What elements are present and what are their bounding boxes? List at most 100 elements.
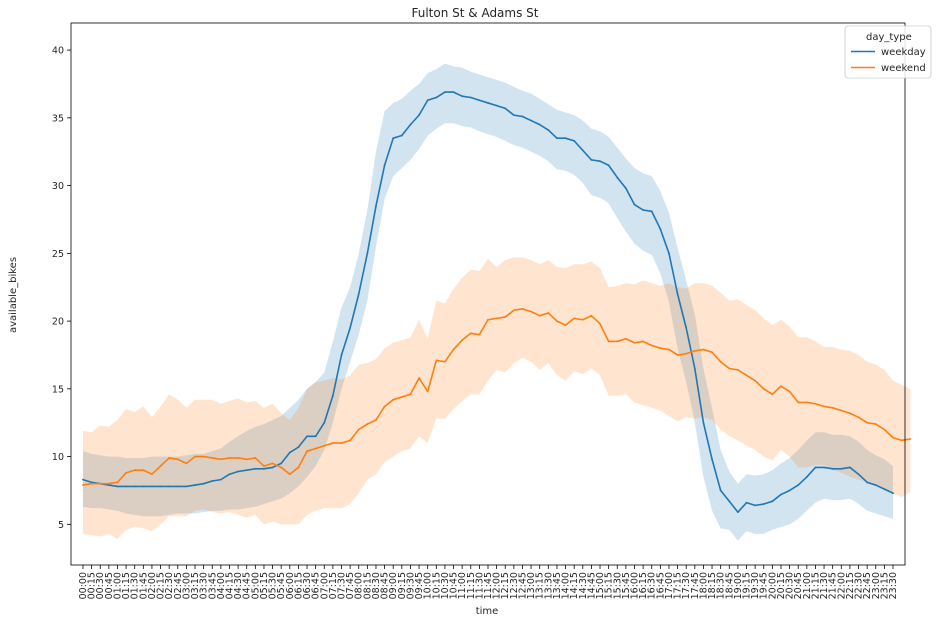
data-point-weekday bbox=[383, 164, 386, 167]
x-tick-label: 11:15 bbox=[466, 572, 477, 599]
data-point-weekday bbox=[521, 115, 524, 118]
data-point-weekday bbox=[668, 252, 670, 255]
x-tick-label: 10:00 bbox=[423, 572, 434, 599]
data-point-weekend bbox=[607, 340, 610, 343]
data-point-weekday bbox=[469, 96, 472, 99]
data-point-weekday bbox=[349, 326, 352, 329]
x-tick-label: 14:00 bbox=[561, 572, 572, 599]
data-point-weekend bbox=[400, 396, 403, 398]
x-tick-label: 12:45 bbox=[517, 572, 528, 599]
data-point-weekday bbox=[780, 493, 782, 496]
data-point-weekday bbox=[590, 158, 593, 161]
data-point-weekday bbox=[728, 500, 731, 503]
data-point-weekday bbox=[650, 210, 653, 213]
data-point-weekend bbox=[314, 447, 317, 450]
data-point-weekday bbox=[642, 209, 645, 211]
data-point-weekend bbox=[702, 348, 705, 351]
data-point-weekend bbox=[556, 320, 558, 322]
data-point-weekday bbox=[151, 485, 153, 488]
data-point-weekend bbox=[633, 341, 636, 344]
x-tick-label: 06:15 bbox=[293, 572, 304, 599]
x-tick-label: 04:30 bbox=[233, 572, 244, 599]
x-tick-label: 04:15 bbox=[224, 572, 235, 599]
data-point-weekend bbox=[711, 351, 713, 354]
x-tick-label: 01:00 bbox=[112, 572, 123, 599]
data-point-weekday bbox=[271, 466, 274, 469]
data-point-weekday bbox=[202, 482, 205, 485]
y-axis: 5 10 15 20 25 30 35 40 bbox=[52, 46, 71, 531]
data-point-weekday bbox=[409, 123, 412, 126]
x-tick-label: 21:15 bbox=[810, 572, 821, 599]
x-tick-label: 11:45 bbox=[483, 572, 494, 599]
data-point-weekday bbox=[771, 500, 774, 503]
x-tick-label: 12:30 bbox=[509, 572, 520, 599]
data-point-weekend bbox=[176, 458, 179, 461]
data-point-weekend bbox=[650, 344, 653, 347]
data-point-weekday bbox=[883, 488, 886, 491]
data-point-weekend bbox=[375, 419, 377, 421]
data-point-weekday bbox=[530, 119, 532, 122]
data-point-weekend bbox=[874, 423, 877, 425]
data-point-weekend bbox=[168, 457, 171, 459]
data-point-weekend bbox=[728, 367, 731, 370]
data-point-weekend bbox=[762, 387, 765, 390]
data-point-weekend bbox=[357, 428, 360, 431]
x-tick-label: 09:45 bbox=[414, 572, 425, 599]
data-point-weekend bbox=[219, 458, 222, 461]
x-tick-label: 18:15 bbox=[707, 572, 718, 599]
x-tick-label: 18:30 bbox=[716, 572, 727, 599]
data-point-weekend bbox=[228, 457, 231, 459]
x-tick-label: 08:15 bbox=[362, 572, 373, 599]
data-point-weekday bbox=[487, 102, 489, 104]
x-tick-label: 01:30 bbox=[130, 572, 141, 599]
data-point-weekend bbox=[823, 405, 825, 408]
data-point-weekend bbox=[409, 393, 412, 396]
data-point-weekend bbox=[487, 318, 489, 321]
x-tick-label: 08:30 bbox=[371, 572, 382, 599]
x-tick-label: 00:30 bbox=[95, 572, 106, 599]
x-tick-label: 11:30 bbox=[474, 572, 485, 599]
data-point-weekday bbox=[357, 293, 360, 295]
x-tick-label: 22:45 bbox=[862, 572, 873, 599]
x-tick-label: 09:15 bbox=[397, 572, 408, 599]
data-point-weekday bbox=[400, 134, 403, 137]
data-point-weekend bbox=[685, 352, 688, 355]
data-point-weekend bbox=[245, 458, 248, 461]
data-point-weekday bbox=[564, 137, 567, 140]
data-point-weekday bbox=[444, 91, 446, 94]
data-point-weekend bbox=[754, 379, 757, 382]
data-point-weekend bbox=[504, 316, 507, 318]
data-point-weekend bbox=[159, 465, 162, 467]
data-point-weekday bbox=[736, 511, 739, 514]
data-point-weekday bbox=[685, 326, 688, 329]
data-point-weekend bbox=[831, 406, 834, 409]
data-point-weekend bbox=[426, 390, 429, 393]
data-point-weekend bbox=[237, 457, 240, 459]
x-tick-label: 14:45 bbox=[586, 572, 597, 599]
x-tick-label: 15:15 bbox=[604, 572, 615, 599]
data-point-weekday bbox=[142, 485, 145, 488]
x-tick-label: 02:45 bbox=[173, 572, 184, 599]
data-point-weekday bbox=[426, 99, 429, 102]
data-point-weekday bbox=[599, 160, 601, 163]
y-tick-label: 5 bbox=[58, 520, 64, 531]
data-point-weekday bbox=[797, 484, 800, 486]
data-point-weekend bbox=[306, 450, 308, 453]
data-point-weekday bbox=[125, 485, 127, 488]
data-point-weekday bbox=[168, 485, 171, 488]
x-tick-label: 22:30 bbox=[854, 572, 865, 599]
data-point-weekend bbox=[512, 309, 515, 312]
data-point-weekday bbox=[478, 99, 481, 102]
x-tick-label: 05:15 bbox=[259, 572, 270, 599]
y-tick-label: 15 bbox=[52, 384, 64, 395]
chart-title: Fulton St & Adams St bbox=[411, 6, 538, 20]
x-tick-label: 04:00 bbox=[216, 572, 227, 599]
data-point-weekend bbox=[642, 340, 645, 343]
data-point-weekday bbox=[823, 466, 825, 469]
data-point-weekday bbox=[616, 176, 619, 179]
data-point-weekday bbox=[624, 187, 627, 190]
data-point-weekend bbox=[297, 466, 300, 469]
data-point-weekend bbox=[814, 402, 817, 405]
x-tick-label: 05:30 bbox=[268, 572, 279, 599]
